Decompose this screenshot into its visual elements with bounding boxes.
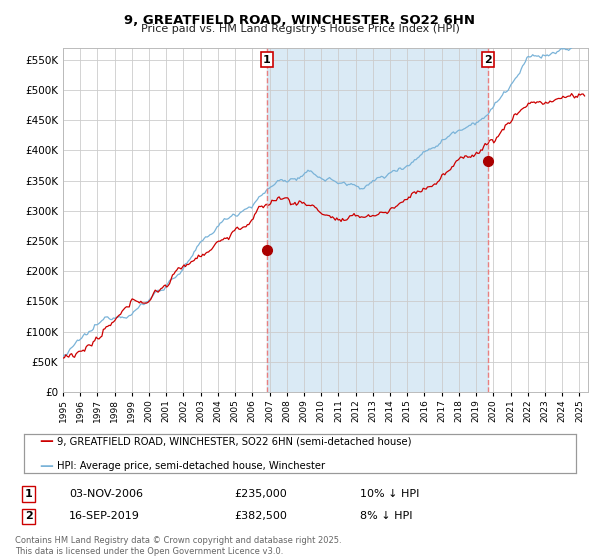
Text: 03-NOV-2006: 03-NOV-2006 (69, 489, 143, 499)
Text: —: — (39, 459, 53, 473)
Text: 10% ↓ HPI: 10% ↓ HPI (360, 489, 419, 499)
Text: 9, GREATFIELD ROAD, WINCHESTER, SO22 6HN: 9, GREATFIELD ROAD, WINCHESTER, SO22 6HN (125, 14, 476, 27)
Text: £382,500: £382,500 (234, 511, 287, 521)
Text: —: — (39, 435, 53, 448)
Text: 9, GREATFIELD ROAD, WINCHESTER, SO22 6HN (semi-detached house): 9, GREATFIELD ROAD, WINCHESTER, SO22 6HN… (57, 436, 412, 446)
Text: 1: 1 (25, 489, 32, 499)
Text: HPI: Average price, semi-detached house, Winchester: HPI: Average price, semi-detached house,… (57, 461, 325, 471)
Text: 8% ↓ HPI: 8% ↓ HPI (360, 511, 413, 521)
Bar (267, 48, 488, 392)
Text: £235,000: £235,000 (234, 489, 287, 499)
Text: 1: 1 (263, 55, 271, 64)
Text: Price paid vs. HM Land Registry's House Price Index (HPI): Price paid vs. HM Land Registry's House … (140, 24, 460, 34)
Text: 16-SEP-2019: 16-SEP-2019 (69, 511, 140, 521)
Text: Contains HM Land Registry data © Crown copyright and database right 2025.
This d: Contains HM Land Registry data © Crown c… (15, 536, 341, 556)
Text: 2: 2 (25, 511, 32, 521)
Text: 2: 2 (484, 55, 492, 64)
